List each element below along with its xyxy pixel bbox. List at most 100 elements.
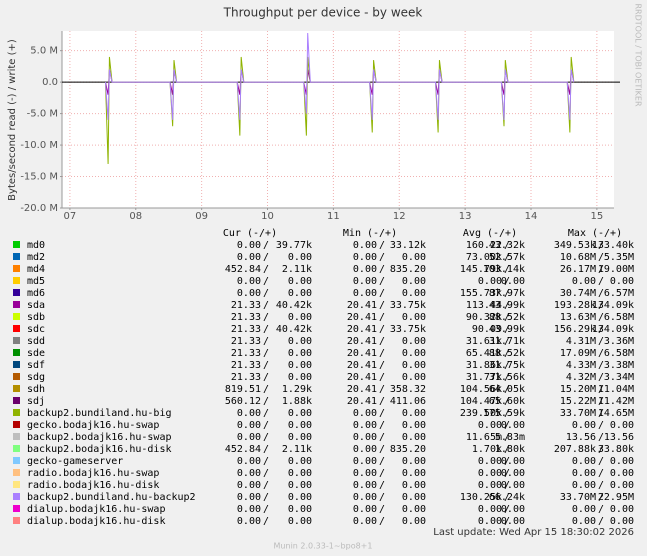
stat-value: 0.00 xyxy=(353,480,377,491)
stat-value: 31.71k xyxy=(489,336,525,347)
stat-value: 33.75k xyxy=(390,324,426,335)
separator: / xyxy=(598,336,604,347)
stat-value: 0.00 xyxy=(478,468,502,479)
stat-value: 0.00 xyxy=(402,348,426,359)
stat-value: 103.14k xyxy=(483,264,525,275)
separator: / xyxy=(379,372,385,383)
separator: / xyxy=(504,468,510,479)
legend-swatch xyxy=(13,457,20,464)
stat-value: 20.41 xyxy=(347,372,377,383)
separator: / xyxy=(379,444,385,455)
stat-value: 0.00 xyxy=(572,480,596,491)
stat-value: 0.00 xyxy=(478,504,502,515)
legend-label: md5 xyxy=(27,276,45,287)
separator: / xyxy=(263,276,269,287)
separator: / xyxy=(598,312,604,323)
stat-value: 21.33 xyxy=(231,348,261,359)
stat-value: 0.00 xyxy=(402,336,426,347)
separator: / xyxy=(379,276,385,287)
stat-value: 0.00 xyxy=(353,516,377,527)
separator: / xyxy=(263,408,269,419)
stat-value: 0.00 xyxy=(237,516,261,527)
stat-value: 64.05k xyxy=(489,384,525,395)
plot-area xyxy=(62,31,614,208)
separator: / xyxy=(263,516,269,527)
legend-label: dialup.bodajk16.hu-swap xyxy=(27,504,165,515)
stat-value: 0.00 xyxy=(237,252,261,263)
stat-value: 0.00 xyxy=(501,276,525,287)
stat-value: 0.00 xyxy=(353,408,377,419)
stat-value: 11.42M xyxy=(598,396,634,407)
stat-value: 0.00 xyxy=(478,516,502,527)
separator: / xyxy=(379,384,385,395)
stat-value: 26.17M xyxy=(560,264,596,275)
stat-value: 156.29k xyxy=(554,324,596,335)
stat-value: 11.65m xyxy=(466,432,502,443)
stat-value: 0.00 xyxy=(501,516,525,527)
stat-value: 33.12k xyxy=(390,240,426,251)
x-tick-label: 13 xyxy=(459,211,472,222)
watermark: RRDTOOL / TOBI OETIKER xyxy=(634,3,643,106)
separator: / xyxy=(379,360,385,371)
stat-value: 88.52k xyxy=(489,348,525,359)
separator: / xyxy=(598,264,604,275)
stat-value: 0.00 xyxy=(353,432,377,443)
stat-value: 0.00 xyxy=(288,408,312,419)
legend-label: md0 xyxy=(27,240,45,251)
stat-value: 65.41k xyxy=(466,348,502,359)
legend-label: sdf xyxy=(27,360,45,371)
stat-value: 0.00 xyxy=(402,468,426,479)
separator: / xyxy=(504,240,510,251)
separator: / xyxy=(598,240,604,251)
stat-value: 20.41 xyxy=(347,348,377,359)
stat-value: 0.00 xyxy=(237,420,261,431)
stat-value: 349.53k xyxy=(554,240,596,251)
legend-label: md2 xyxy=(27,252,45,263)
stat-value: 65.60k xyxy=(489,396,525,407)
separator: / xyxy=(263,372,269,383)
legend-swatch xyxy=(13,253,20,260)
stat-value: 0.00 xyxy=(353,444,377,455)
legend-label: sdb xyxy=(27,312,45,323)
separator: / xyxy=(598,396,604,407)
stat-value: 0.00 xyxy=(501,480,525,491)
stat-value: 0.00 xyxy=(288,492,312,503)
y-tick-label: -10.0 M xyxy=(20,140,58,151)
stat-value: 40.42k xyxy=(276,324,312,335)
separator: / xyxy=(598,492,604,503)
stat-value: 20.41 xyxy=(347,360,377,371)
stat-value: 43.99k xyxy=(489,324,525,335)
stat-value: 1.29k xyxy=(282,384,312,395)
stat-value: 0.00 xyxy=(353,240,377,251)
stat-value: 31.86k xyxy=(466,360,502,371)
separator: / xyxy=(379,240,385,251)
stat-value: 21.33 xyxy=(231,300,261,311)
stat-value: 133.40k xyxy=(592,240,634,251)
stat-value: 3.34M xyxy=(604,372,634,383)
legend-swatch xyxy=(13,301,20,308)
stat-value: 0.00 xyxy=(288,348,312,359)
separator: / xyxy=(379,288,385,299)
legend-swatch xyxy=(13,241,20,248)
legend-swatch xyxy=(13,265,20,272)
stat-value: 19.00M xyxy=(598,264,634,275)
stat-value: 0.00 xyxy=(402,420,426,431)
separator: / xyxy=(379,252,385,263)
stat-value: 0.00 xyxy=(402,372,426,383)
stat-value: 0.00 xyxy=(501,420,525,431)
legend-swatch xyxy=(13,481,20,488)
separator: / xyxy=(504,324,510,335)
stat-value: 0.00 xyxy=(610,420,634,431)
stat-value: 0.00 xyxy=(610,276,634,287)
separator: / xyxy=(263,336,269,347)
stat-value: 0.00 xyxy=(288,252,312,263)
separator: / xyxy=(263,384,269,395)
stat-value: 20.41 xyxy=(347,384,377,395)
separator: / xyxy=(504,384,510,395)
stat-value: 0.00 xyxy=(237,240,261,251)
stat-value: 21.33 xyxy=(231,372,261,383)
stat-value: 0.00 xyxy=(288,516,312,527)
stat-value: 40.42k xyxy=(276,300,312,311)
separator: / xyxy=(379,504,385,515)
separator: / xyxy=(379,396,385,407)
